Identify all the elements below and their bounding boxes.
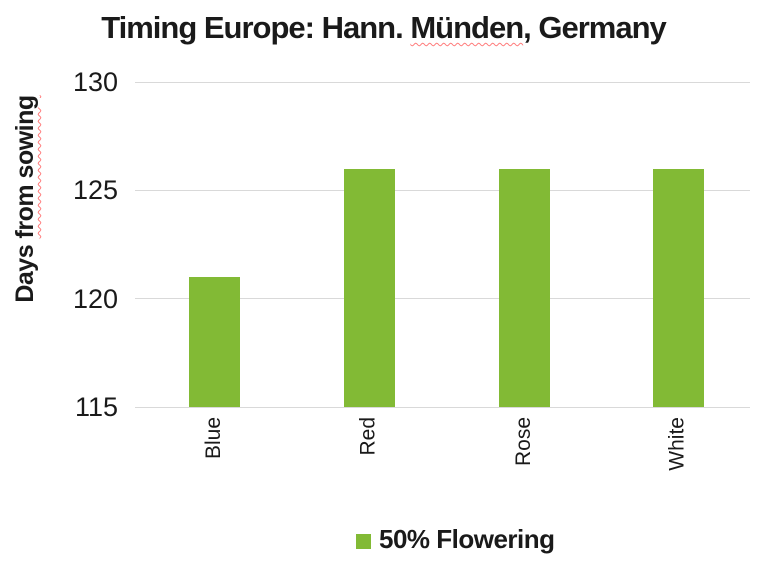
x-label-white: White <box>666 417 689 471</box>
x-label-rose: Rose <box>512 417 535 467</box>
y-tick-label-120: 120 <box>72 283 118 314</box>
gridline-115 <box>135 406 750 408</box>
y-axis-title-prefix: Days <box>11 238 39 303</box>
chart-title-misspelled-word: Münden <box>410 10 524 45</box>
y-tick-label-115: 115 <box>74 392 118 422</box>
y-tick-label-130: 130 <box>72 67 118 97</box>
gridline-130 <box>135 81 750 83</box>
bar-blue <box>188 277 240 407</box>
y-axis-title: Days from sowing <box>8 49 42 349</box>
legend: 50% Flowering <box>356 524 555 555</box>
legend-color-swatch <box>356 533 371 549</box>
bar-rose <box>498 168 550 407</box>
legend-label: 50% Flowering <box>379 524 555 554</box>
y-axis-title-misspelled-words: from sowing <box>11 95 39 239</box>
gridline-120 <box>135 298 750 300</box>
x-label-red: Red <box>357 417 380 456</box>
gridline-125 <box>135 189 750 191</box>
chart-title-suffix: , Germany <box>523 10 667 45</box>
bar-white <box>652 168 704 407</box>
x-label-blue: Blue <box>202 417 225 460</box>
chart-title: Timing Europe: Hann. Münden, Germany <box>0 10 767 46</box>
bar-red <box>343 168 395 407</box>
chart-title-prefix: Timing Europe: Hann. <box>101 10 411 45</box>
y-tick-label-125: 125 <box>72 175 118 206</box>
